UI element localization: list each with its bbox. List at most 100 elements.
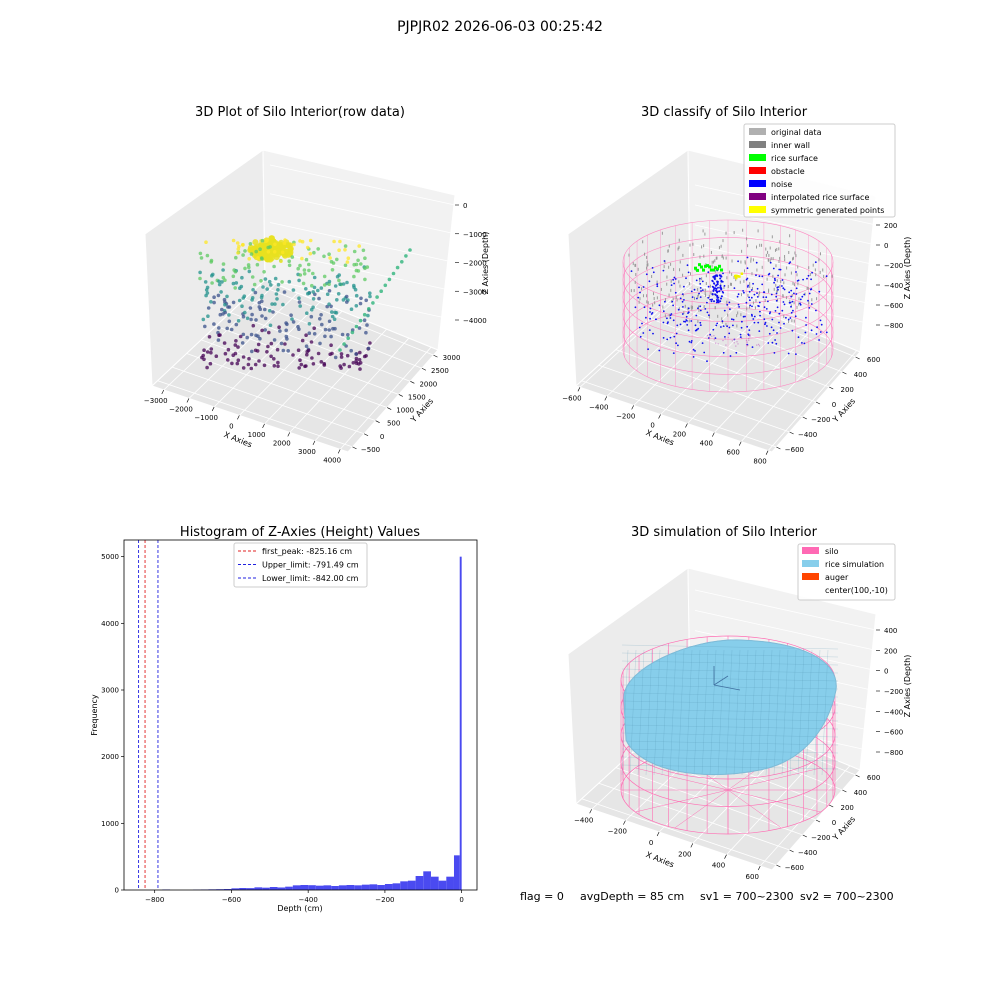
scatter-point	[307, 322, 312, 326]
classify-point	[687, 307, 690, 310]
classify-point	[743, 291, 745, 294]
legend-swatch	[749, 180, 766, 187]
p2-ztick-label: −800	[884, 322, 903, 330]
scatter-point	[368, 341, 372, 345]
classify-point	[736, 295, 739, 298]
classify-point	[795, 271, 797, 273]
legend-swatch	[802, 573, 819, 580]
classify-point	[692, 356, 695, 358]
classify-point	[726, 325, 728, 328]
scatter-point	[247, 269, 252, 274]
panel3-bars	[162, 556, 462, 890]
classify-point	[750, 296, 753, 299]
scatter-point	[231, 238, 236, 243]
histogram-bar	[277, 887, 286, 890]
classify-point	[759, 310, 761, 313]
scatter-point	[227, 305, 232, 309]
classify-point	[673, 282, 675, 285]
scatter-point	[320, 322, 324, 327]
scatter-point	[357, 357, 362, 362]
scatter-point	[352, 274, 356, 279]
classify-point	[670, 284, 673, 286]
classify-point	[652, 332, 654, 335]
classify-point	[642, 286, 645, 288]
classify-point	[741, 337, 743, 340]
classify-point	[719, 300, 722, 303]
p4-ztick-label: −200	[884, 688, 903, 696]
classify-point	[807, 274, 810, 277]
classify-point	[712, 289, 715, 292]
scatter-point	[317, 296, 321, 301]
classify-point	[713, 335, 715, 337]
classify-point	[681, 313, 684, 315]
classify-point	[699, 283, 702, 285]
scatter-point	[225, 294, 229, 299]
panel-histogram: Histogram of Z-Axies (Height) Values −80…	[90, 525, 478, 913]
classify-point	[717, 301, 720, 304]
panel3-ylabel: Frequency	[90, 694, 99, 736]
classify-point	[745, 339, 748, 342]
scatter-point	[302, 268, 307, 272]
classify-point	[716, 280, 719, 283]
scatter-point	[217, 282, 222, 287]
classify-point	[720, 288, 723, 291]
scatter-point	[236, 319, 241, 323]
scatter-point	[289, 313, 293, 318]
scatter-point	[198, 251, 203, 256]
scatter-point	[254, 249, 258, 254]
scatter-point	[343, 263, 348, 268]
scatter-point	[208, 361, 213, 366]
scatter-point	[265, 287, 270, 291]
footer-avg-depth: avgDepth = 85 cm	[580, 890, 684, 903]
footer-flag: flag = 0	[520, 890, 564, 903]
classify-point	[808, 292, 811, 295]
legend-swatch	[749, 193, 766, 200]
scatter-point	[359, 296, 363, 301]
classify-point	[641, 322, 643, 325]
scatter-point	[345, 260, 350, 264]
classify-point	[662, 310, 665, 313]
classify-point	[789, 317, 792, 319]
classify-point	[758, 301, 761, 304]
classify-point	[687, 271, 690, 274]
classify-point	[801, 342, 803, 344]
classify-point	[669, 317, 672, 319]
p4-xtick-label: 400	[712, 862, 725, 870]
classify-point	[655, 318, 657, 321]
scatter-point	[287, 279, 292, 284]
scatter-point	[332, 239, 336, 244]
classify-point	[772, 329, 775, 332]
classify-point	[772, 267, 775, 270]
classify-point	[769, 261, 772, 264]
classify-point	[710, 300, 713, 303]
classify-point	[715, 301, 718, 304]
classify-point	[672, 304, 674, 307]
scatter-point	[307, 331, 312, 336]
classify-point	[739, 336, 742, 338]
scatter-point	[310, 356, 314, 360]
scatter-point	[285, 337, 289, 341]
p4-ztick-label: −600	[884, 729, 903, 737]
scatter-point	[223, 278, 227, 283]
classify-point	[690, 290, 693, 293]
scatter-point	[240, 275, 244, 280]
scatter-point	[305, 352, 309, 357]
classify-point	[686, 324, 689, 326]
scatter-point	[300, 338, 305, 343]
scatter-point	[366, 313, 370, 318]
scatter-point	[260, 299, 264, 304]
classify-point	[675, 332, 678, 335]
scatter-point	[218, 312, 223, 317]
p4-xtick-label: −200	[608, 828, 627, 836]
classify-point	[820, 323, 823, 326]
scatter-point	[354, 324, 359, 329]
scatter-point	[249, 252, 254, 256]
classify-point	[645, 273, 648, 276]
classify-point	[771, 341, 774, 344]
scatter-point	[347, 364, 352, 369]
scatter-point	[282, 241, 287, 246]
scatter-point	[300, 256, 304, 261]
scatter-point	[205, 365, 209, 370]
p4-xtick-label: 600	[746, 873, 759, 881]
classify-point	[731, 318, 733, 321]
